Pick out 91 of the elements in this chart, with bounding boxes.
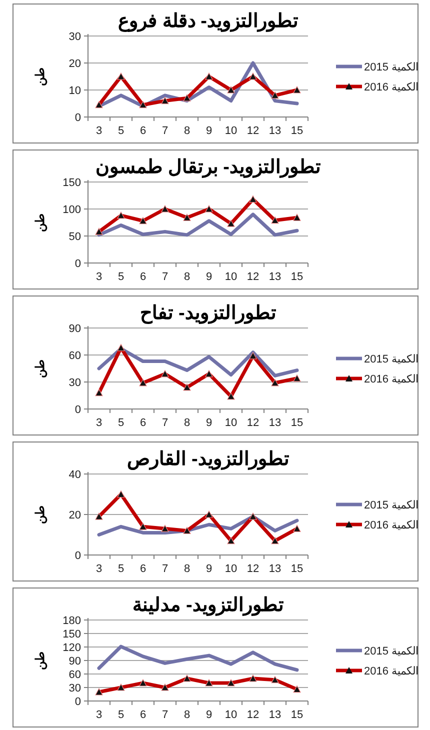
y-tick-label: 90 <box>68 656 81 668</box>
x-tick-label: 6 <box>140 125 146 137</box>
legend-label: الكمية 2016 <box>364 666 419 678</box>
x-tick-label: 5 <box>118 125 124 137</box>
line-series <box>97 644 299 672</box>
x-tick-label: 10 <box>224 563 238 575</box>
x-tick-label: 7 <box>162 417 168 429</box>
x-tick-label: 7 <box>162 709 168 721</box>
x-tick-label: 13 <box>268 271 282 283</box>
x-tick-label: 12 <box>246 125 260 137</box>
legend-label: الكمية 2016 <box>364 374 419 386</box>
x-tick-label: 13 <box>268 417 282 429</box>
legend-label: الكمية 2015 <box>364 646 419 658</box>
legend-label: الكمية 2015 <box>364 62 419 74</box>
x-tick-label: 3 <box>96 125 102 137</box>
x-tick-label: 6 <box>140 563 146 575</box>
y-tick-label: 150 <box>62 628 81 640</box>
chart-title: تطورالتزويد- تفاح <box>140 303 276 324</box>
y-tick-label: 90 <box>68 323 81 335</box>
x-tick-label: 8 <box>184 125 190 137</box>
y-axis-title: طن <box>33 359 48 378</box>
y-tick-label: 30 <box>68 682 81 694</box>
y-tick-label: 0 <box>74 550 81 562</box>
x-tick-label: 9 <box>206 417 212 429</box>
x-tick-label: 9 <box>206 271 212 283</box>
y-tick-label: 150 <box>62 177 81 189</box>
x-tick-label: 12 <box>246 709 260 721</box>
x-tick-label: 3 <box>96 709 102 721</box>
x-tick-label: 5 <box>118 417 124 429</box>
x-tick-label: 12 <box>246 271 260 283</box>
x-tick-label: 8 <box>184 271 190 283</box>
x-tick-label: 13 <box>268 563 282 575</box>
chart-title: تطورالتزويد- مدلينة <box>132 595 284 616</box>
y-tick-label: 10 <box>68 85 81 97</box>
x-tick-label: 6 <box>140 709 146 721</box>
legend-label: الكمية 2015 <box>364 500 419 512</box>
x-tick-label: 8 <box>184 563 190 575</box>
x-tick-label: 3 <box>96 563 102 575</box>
legend-label: الكمية 2016 <box>364 82 419 94</box>
y-tick-label: 30 <box>68 377 81 389</box>
x-tick-label: 7 <box>162 125 168 137</box>
x-tick-label: 7 <box>162 271 168 283</box>
y-tick-label: 0 <box>74 404 81 416</box>
y-tick-label: 50 <box>68 231 81 243</box>
y-tick-label: 20 <box>68 510 81 522</box>
y-axis-title: طن <box>33 651 48 670</box>
y-axis-title: طن <box>33 213 48 232</box>
y-tick-label: 0 <box>74 258 81 270</box>
x-tick-label: 13 <box>268 125 282 137</box>
x-tick-label: 8 <box>184 417 190 429</box>
y-tick-label: 180 <box>62 615 81 627</box>
x-tick-label: 10 <box>224 125 238 137</box>
y-tick-label: 0 <box>74 696 81 708</box>
chart-title: تطورالتزويد- برتقال طمسون <box>96 157 320 178</box>
x-tick-label: 12 <box>246 563 260 575</box>
y-tick-label: 30 <box>68 31 81 43</box>
x-tick-label: 15 <box>290 563 304 575</box>
legend-label: الكمية 2016 <box>364 520 419 532</box>
chart-title: تطورالتزويد- القارص <box>127 449 289 470</box>
x-tick-label: 3 <box>96 271 102 283</box>
y-tick-label: 0 <box>74 112 81 124</box>
x-tick-label: 10 <box>224 417 238 429</box>
x-tick-label: 10 <box>224 709 238 721</box>
x-tick-label: 15 <box>290 271 304 283</box>
x-tick-label: 3 <box>96 417 102 429</box>
y-tick-label: 100 <box>62 204 81 216</box>
x-tick-label: 15 <box>290 417 304 429</box>
legend-label: الكمية 2015 <box>364 354 419 366</box>
x-tick-label: 13 <box>268 709 282 721</box>
chart-title: تطورالتزويد- دقلة فروع <box>118 11 298 32</box>
y-tick-label: 40 <box>68 469 81 481</box>
x-tick-label: 9 <box>206 125 212 137</box>
x-tick-label: 9 <box>206 709 212 721</box>
x-tick-label: 5 <box>118 271 124 283</box>
x-tick-label: 6 <box>140 417 146 429</box>
y-tick-label: 60 <box>68 350 81 362</box>
x-tick-label: 5 <box>118 563 124 575</box>
x-tick-label: 10 <box>224 271 238 283</box>
x-tick-label: 15 <box>290 709 304 721</box>
y-tick-label: 20 <box>68 58 81 70</box>
y-tick-label: 60 <box>68 669 81 681</box>
x-tick-label: 8 <box>184 709 190 721</box>
x-tick-label: 5 <box>118 709 124 721</box>
y-axis-title: طن <box>33 505 48 524</box>
y-tick-label: 120 <box>62 642 81 654</box>
y-axis-title: طن <box>33 67 48 86</box>
x-tick-label: 6 <box>140 271 146 283</box>
x-tick-label: 12 <box>246 417 260 429</box>
x-tick-label: 7 <box>162 563 168 575</box>
x-tick-label: 9 <box>206 563 212 575</box>
x-tick-label: 15 <box>290 125 304 137</box>
